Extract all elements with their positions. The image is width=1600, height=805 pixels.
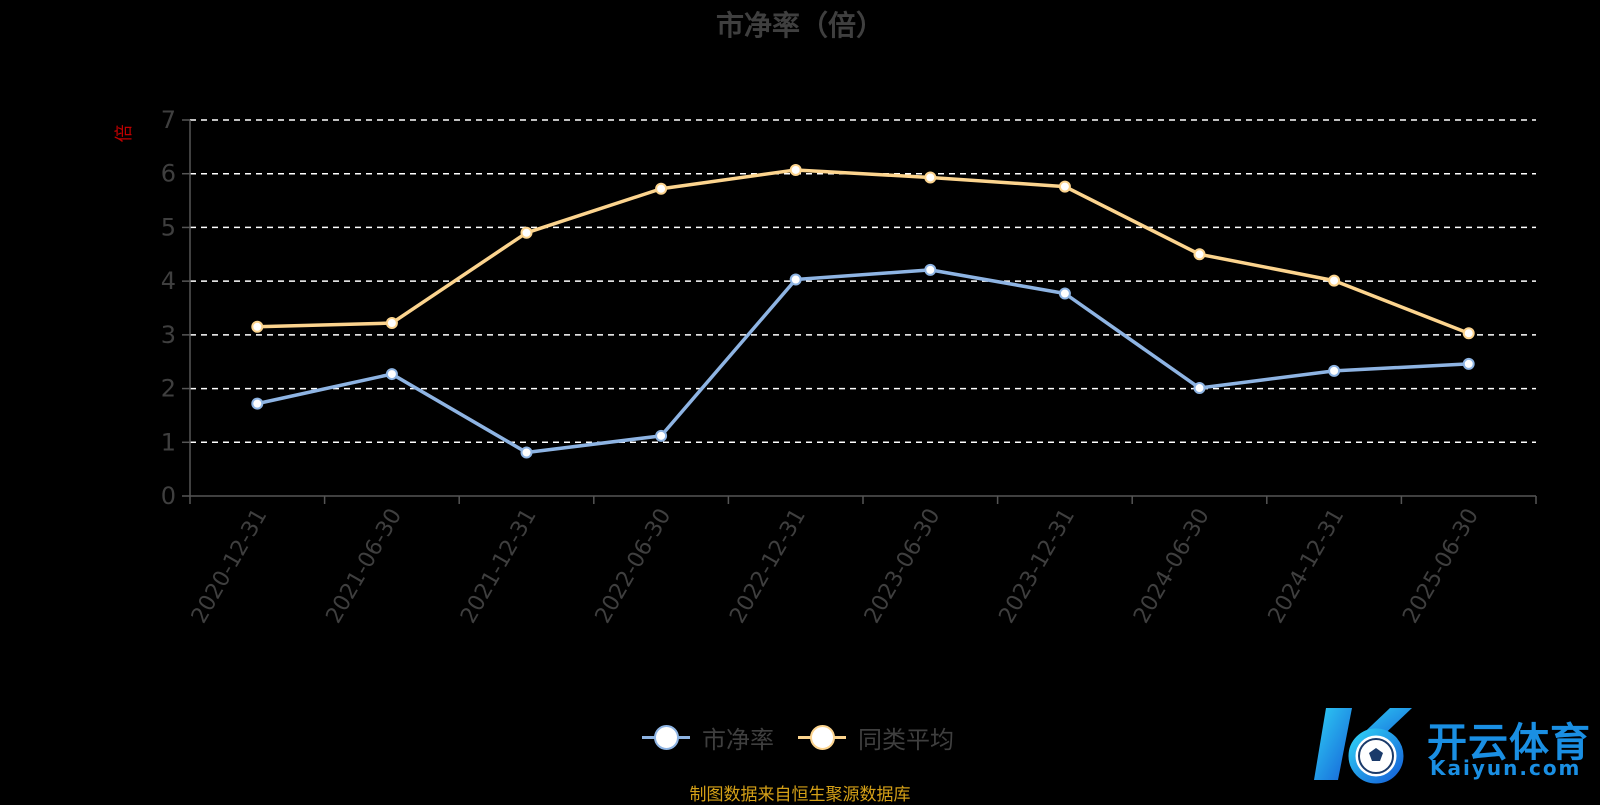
y-tick-label: 6 [161,160,176,188]
data-point-1-2 [520,226,533,239]
y-axis-label: 倍 [114,124,135,142]
legend-item-pb[interactable]: 市净率 [640,720,774,755]
data-point-0-1 [385,368,398,381]
data-point-0-2 [520,446,533,459]
data-point-1-3 [655,182,668,195]
data-point-0-8 [1328,364,1341,377]
data-point-0-3 [655,429,668,442]
data-point-1-8 [1328,274,1341,287]
data-point-1-0 [251,320,264,333]
x-tick-label: 2025-06-30 [1398,505,1484,628]
x-tick-label: 2022-06-30 [591,505,677,628]
watermark-logo: 开云体育 Kaiyun.com [1312,700,1592,788]
x-tick-label: 2020-12-31 [187,505,273,628]
legend-marker-pb [640,722,692,752]
y-tick-label: 5 [161,213,176,241]
data-point-1-5 [924,171,937,184]
legend-label-peer-avg: 同类平均 [858,725,954,754]
legend-marker-peer-avg [796,722,848,752]
kaiyun-logo-icon [1314,708,1412,784]
data-point-0-5 [924,263,937,276]
series-line-0 [256,268,1469,455]
data-point-0-7 [1193,382,1206,395]
data-point-0-6 [1058,287,1071,300]
data-point-1-4 [789,163,802,176]
y-tick-label: 2 [161,375,176,403]
y-tick-label: 7 [161,106,176,134]
x-tick-label: 2024-06-30 [1129,505,1215,628]
data-point-1-1 [385,317,398,330]
x-tick-label: 2022-12-31 [725,505,811,628]
y-tick-label: 0 [161,482,176,510]
series-line-1 [257,168,1470,335]
x-tick-label: 2021-12-31 [456,505,542,628]
data-point-0-0 [251,397,264,410]
y-tick-label: 4 [161,267,176,295]
y-tick-label: 3 [161,321,176,349]
x-tick-label: 2024-12-31 [1264,505,1350,628]
x-tick-label: 2023-06-30 [860,505,946,628]
watermark-text: 开云体育 [1427,720,1591,766]
legend-item-peer-avg[interactable]: 同类平均 [796,720,954,755]
data-point-1-6 [1058,180,1071,193]
watermark-subtext: Kaiyun.com [1430,756,1582,780]
x-tick-label: 2023-12-31 [995,505,1081,628]
x-tick-label: 2021-06-30 [322,505,408,628]
line-chart: 0 1 2 3 4 5 6 7 倍 2020-12-31 2021-06-30 2021-12-31 2… [114,106,1537,628]
legend-label-pb: 市净率 [702,725,774,754]
data-point-0-4 [789,273,802,286]
data-point-1-9 [1462,327,1475,340]
y-tick-label: 1 [161,428,176,456]
chart-legend: 市净率 同类平均 [640,720,976,754]
chart-title: 市净率（倍） [715,9,884,42]
data-point-1-7 [1193,248,1206,261]
data-point-0-9 [1462,357,1475,370]
